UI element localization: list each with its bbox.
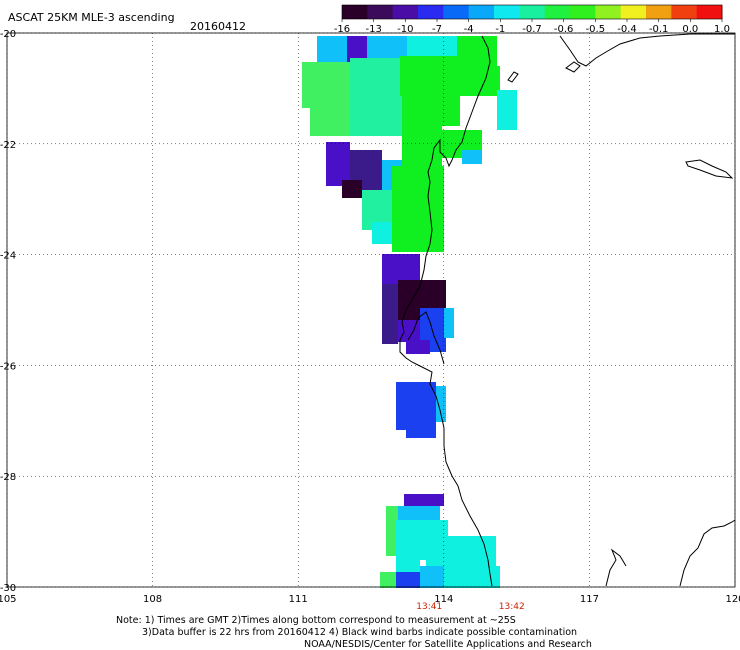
note-line-3: NOAA/NESDIS/Center for Satellite Applica… (304, 639, 592, 650)
colorbar-segment (646, 5, 672, 19)
island-3 (685, 159, 734, 179)
axis-labels: 105 108 111 114 117 120 -20 -22 -24 -26 -28 -30 13:4… (0, 29, 740, 612)
lat-label: -20 (0, 29, 16, 40)
data-cell (436, 386, 446, 422)
lat-label: -28 (0, 472, 16, 483)
colorbar-segment (443, 5, 470, 19)
colorbar-label: -1 (495, 24, 505, 35)
colorbar-segment (696, 5, 723, 19)
colorbar-segment (392, 5, 419, 19)
data-cell (302, 62, 350, 108)
colorbar-label: -10 (397, 24, 413, 35)
data-cell (457, 36, 497, 66)
data-cell (317, 36, 347, 66)
colorbar-label: 0.0 (682, 24, 698, 35)
data-cell (396, 520, 426, 560)
colorbar-label: -0.6 (554, 24, 574, 35)
lon-label: 111 (289, 594, 308, 605)
data-cell (382, 254, 420, 284)
lon-label: 114 (434, 594, 453, 605)
colorbar-label: -0.4 (617, 24, 637, 35)
data-cell (444, 308, 454, 338)
data-cell (462, 150, 482, 164)
data-cell (396, 382, 436, 430)
colorbar-label: -0.5 (586, 24, 606, 35)
data-cell (310, 106, 350, 136)
coastline (399, 35, 493, 587)
data-cell (426, 520, 448, 538)
data-cell (386, 506, 398, 556)
data-cell (392, 166, 444, 252)
data-cells (302, 36, 517, 588)
title: ASCAT 25KM MLE-3 ascending (8, 11, 175, 24)
colorbar-segment (494, 5, 520, 19)
data-cell (497, 90, 517, 130)
data-cell (407, 36, 457, 56)
data-cell (367, 36, 407, 58)
lon-label: 105 (0, 594, 17, 605)
lon-label: 120 (725, 594, 740, 605)
island-1 (507, 71, 519, 83)
colorbar-segment (570, 5, 596, 19)
colorbar-label: -0.7 (522, 24, 542, 35)
colorbar-segment (671, 5, 698, 19)
data-cell (326, 142, 350, 186)
data-cell (444, 566, 500, 588)
lon-label: 117 (580, 594, 599, 605)
colorbar-label: -0.1 (649, 24, 669, 35)
colorbar-segment (342, 5, 368, 19)
date-label: 20160412 (190, 20, 246, 33)
colorbar-segment (418, 5, 444, 19)
colorbar: -16 -13 -10 -7 -4 -1 -0.7 -0.6 -0.5 -0.4 -0.1 0.0 1.… (334, 4, 730, 35)
data-cell (406, 340, 430, 354)
data-cell (380, 572, 396, 588)
colorbar-label: 1.0 (714, 24, 730, 35)
grid-lines (6, 32, 736, 588)
coastline-northeast (559, 33, 735, 67)
lat-label: -22 (0, 140, 16, 151)
data-cell (350, 58, 400, 98)
lat-label: -26 (0, 361, 16, 372)
data-cell (382, 284, 398, 344)
data-cell (420, 280, 446, 308)
colorbar-segment (620, 5, 647, 19)
island-2 (565, 61, 581, 73)
colorbar-label: -16 (334, 24, 350, 35)
data-cell (400, 56, 460, 126)
lat-label: -30 (0, 583, 16, 594)
colorbar-label: -7 (432, 24, 442, 35)
colorbar-segment (468, 5, 495, 19)
note-line-2: 3)Data buffer is 22 hrs from 20160412 4)… (142, 627, 578, 638)
data-cell (404, 494, 444, 506)
colorbar-label: -13 (365, 24, 381, 35)
colorbar-segment (595, 5, 622, 19)
data-cell (398, 280, 422, 322)
data-cell (426, 536, 496, 566)
coastline-bay (407, 311, 445, 365)
time-label: 13:42 (499, 602, 525, 612)
colorbar-segment (367, 5, 394, 19)
data-cell (396, 572, 420, 588)
time-label: 13:41 (416, 602, 442, 612)
data-cell (420, 566, 444, 588)
colorbar-segment (519, 5, 546, 19)
lat-label: -24 (0, 251, 16, 262)
data-cell (396, 560, 420, 574)
data-cell (350, 96, 402, 136)
coastline-southeast (605, 519, 736, 587)
note-line-1: Note: 1) Times are GMT 2)Times along bot… (116, 615, 516, 626)
colorbar-label: -4 (464, 24, 474, 35)
data-cell (406, 426, 436, 438)
colorbar-segment (544, 5, 571, 19)
data-cell (342, 180, 362, 198)
data-cell (372, 222, 392, 244)
map-frame (6, 32, 736, 588)
lon-label: 108 (143, 594, 162, 605)
data-cell (396, 506, 440, 522)
